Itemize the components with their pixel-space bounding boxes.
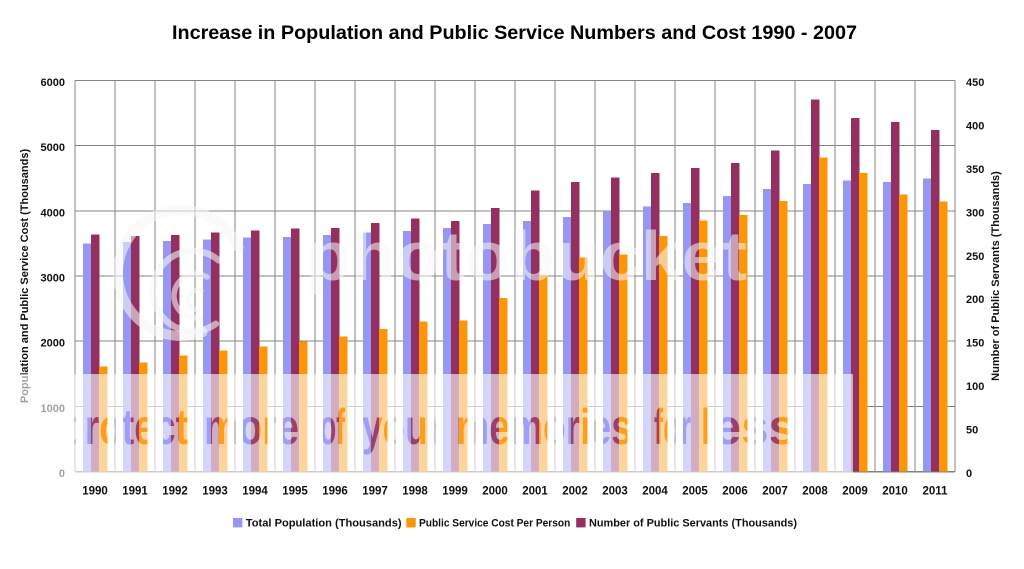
svg-text:1995: 1995 xyxy=(282,486,308,498)
svg-text:Number of Public Servants (Tho: Number of Public Servants (Thousands) xyxy=(589,518,797,530)
svg-text:2000: 2000 xyxy=(41,338,65,350)
svg-text:2002: 2002 xyxy=(562,486,588,498)
svg-text:100: 100 xyxy=(966,381,984,393)
svg-text:1997: 1997 xyxy=(362,486,388,498)
svg-text:Public Service Cost Per Person: Public Service Cost Per Person xyxy=(419,518,571,530)
svg-text:3000: 3000 xyxy=(41,273,65,285)
svg-text:Total Population (Thousands): Total Population (Thousands) xyxy=(246,518,402,530)
svg-text:300: 300 xyxy=(966,207,984,219)
svg-text:Increase in Population and Pub: Increase in Population and Public Servic… xyxy=(172,22,857,44)
svg-text:5000: 5000 xyxy=(41,142,65,154)
svg-text:1994: 1994 xyxy=(242,486,268,498)
svg-text:2001: 2001 xyxy=(522,486,548,498)
svg-text:1991: 1991 xyxy=(122,486,148,498)
svg-text:2000: 2000 xyxy=(482,486,508,498)
svg-text:2003: 2003 xyxy=(602,486,628,498)
svg-text:2007: 2007 xyxy=(762,486,788,498)
svg-text:250: 250 xyxy=(966,251,984,263)
svg-text:2008: 2008 xyxy=(802,486,828,498)
svg-text:1990: 1990 xyxy=(82,486,108,498)
svg-text:200: 200 xyxy=(966,294,984,306)
svg-text:0: 0 xyxy=(966,468,972,480)
svg-text:2004: 2004 xyxy=(642,486,668,498)
svg-text:Population and Public Service: Population and Public Service Cost (Thou… xyxy=(19,149,31,404)
svg-text:1999: 1999 xyxy=(442,486,468,498)
svg-text:2005: 2005 xyxy=(682,486,708,498)
svg-text:photobucket: photobucket xyxy=(306,217,747,295)
svg-text:1993: 1993 xyxy=(202,486,228,498)
svg-text:6000: 6000 xyxy=(41,77,65,89)
svg-text:450: 450 xyxy=(966,77,984,89)
svg-text:Number of Public Servants (Tho: Number of Public Servants (Thousands) xyxy=(990,171,1002,381)
svg-text:1992: 1992 xyxy=(162,486,188,498)
svg-text:400: 400 xyxy=(966,120,984,132)
svg-text:2009: 2009 xyxy=(842,486,868,498)
svg-text:350: 350 xyxy=(966,164,984,176)
svg-text:4000: 4000 xyxy=(41,207,65,219)
svg-text:150: 150 xyxy=(966,338,984,350)
svg-text:50: 50 xyxy=(966,425,978,437)
svg-text:2010: 2010 xyxy=(882,486,908,498)
svg-text:1998: 1998 xyxy=(402,486,428,498)
svg-text:1996: 1996 xyxy=(322,486,348,498)
svg-text:2006: 2006 xyxy=(722,486,748,498)
svg-text:2011: 2011 xyxy=(923,486,949,498)
